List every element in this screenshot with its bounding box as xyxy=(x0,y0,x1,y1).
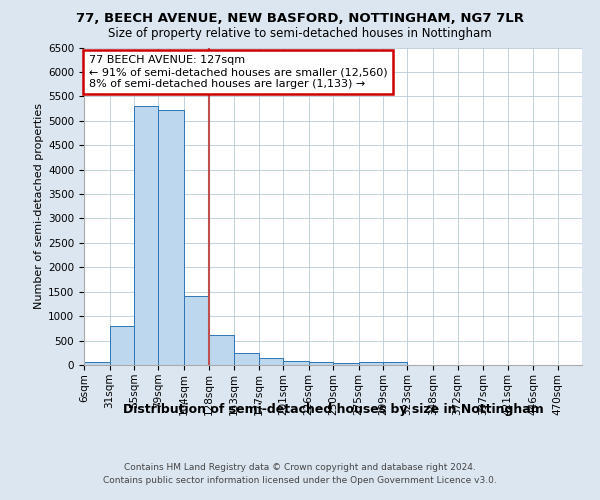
Bar xyxy=(84,362,110,365)
Bar xyxy=(283,362,308,365)
Bar xyxy=(359,362,383,365)
Bar xyxy=(110,326,134,365)
Bar xyxy=(158,110,184,365)
Bar xyxy=(184,296,209,365)
Bar xyxy=(308,362,333,365)
Text: 77, BEECH AVENUE, NEW BASFORD, NOTTINGHAM, NG7 7LR: 77, BEECH AVENUE, NEW BASFORD, NOTTINGHA… xyxy=(76,12,524,26)
Bar xyxy=(234,352,259,365)
Bar xyxy=(259,358,283,365)
Y-axis label: Number of semi-detached properties: Number of semi-detached properties xyxy=(34,104,44,309)
Bar xyxy=(209,334,234,365)
Text: Contains HM Land Registry data © Crown copyright and database right 2024.: Contains HM Land Registry data © Crown c… xyxy=(124,462,476,471)
Text: Contains public sector information licensed under the Open Government Licence v3: Contains public sector information licen… xyxy=(103,476,497,485)
Text: Size of property relative to semi-detached houses in Nottingham: Size of property relative to semi-detach… xyxy=(108,28,492,40)
Bar xyxy=(134,106,158,365)
Text: Distribution of semi-detached houses by size in Nottingham: Distribution of semi-detached houses by … xyxy=(122,402,544,415)
Bar xyxy=(333,362,359,365)
Text: 77 BEECH AVENUE: 127sqm
← 91% of semi-detached houses are smaller (12,560)
8% of: 77 BEECH AVENUE: 127sqm ← 91% of semi-de… xyxy=(89,56,388,88)
Bar xyxy=(383,362,407,365)
